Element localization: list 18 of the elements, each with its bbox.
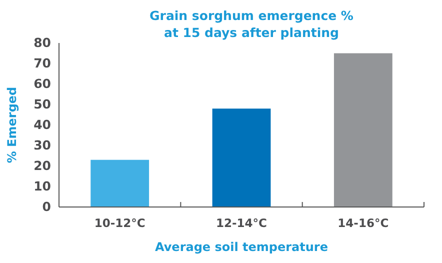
bar bbox=[334, 53, 392, 207]
bar bbox=[212, 108, 271, 207]
y-tick-label: 70 bbox=[34, 56, 52, 70]
y-tick-label: 40 bbox=[34, 117, 52, 132]
x-tick-label: 14-16°C bbox=[338, 216, 389, 230]
y-tick-label: 60 bbox=[34, 76, 52, 91]
y-tick-label: 10 bbox=[34, 178, 52, 194]
x-axis-title: Average soil temperature bbox=[155, 240, 328, 254]
y-axis-title: % Emerged bbox=[5, 86, 19, 164]
chart-title: Grain sorghum emergence % at 15 days after planting bbox=[150, 8, 354, 40]
x-tick-label: 12-14°C bbox=[216, 216, 267, 230]
y-tick-label: 50 bbox=[34, 96, 52, 112]
y-tick-label: 0 bbox=[42, 199, 52, 214]
bar bbox=[90, 160, 150, 207]
x-tick-label: 10-12°C bbox=[94, 216, 146, 230]
y-tick-label: 80 bbox=[34, 35, 52, 50]
y-tick-label: 30 bbox=[34, 138, 52, 152]
y-tick-label: 20 bbox=[34, 158, 52, 173]
